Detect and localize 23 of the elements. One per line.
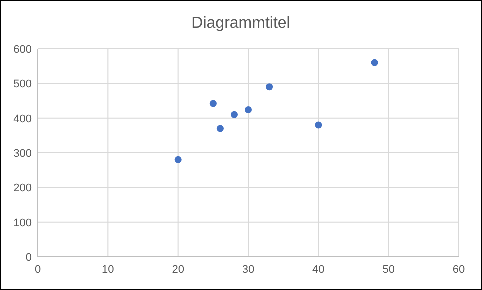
point [371, 59, 378, 66]
y-tick-label: 400 [14, 113, 32, 126]
x-tick-label: 20 [172, 264, 184, 276]
point [245, 106, 252, 114]
point [216, 125, 224, 132]
point [266, 84, 274, 91]
x-tick-label: 0 [34, 264, 42, 276]
point [174, 156, 182, 164]
x-tick-label: 60 [452, 264, 466, 276]
point [315, 122, 322, 129]
x-tick-label: 50 [382, 264, 395, 276]
y-tick-label: 600 [14, 44, 32, 56]
x-tick-label: 30 [242, 264, 255, 276]
x-tick-label: 10 [102, 264, 114, 276]
y-tick-label: 200 [14, 182, 32, 195]
y-tick-label: 500 [14, 78, 32, 91]
y-tick-label: 100 [14, 217, 32, 230]
chart-title: Diagrammtitel [192, 15, 290, 32]
y-tick-label: 300 [14, 148, 32, 160]
y-tick-label: 0 [26, 252, 32, 264]
point [230, 111, 238, 118]
point [210, 100, 217, 108]
x-tick-label: 40 [312, 264, 325, 276]
